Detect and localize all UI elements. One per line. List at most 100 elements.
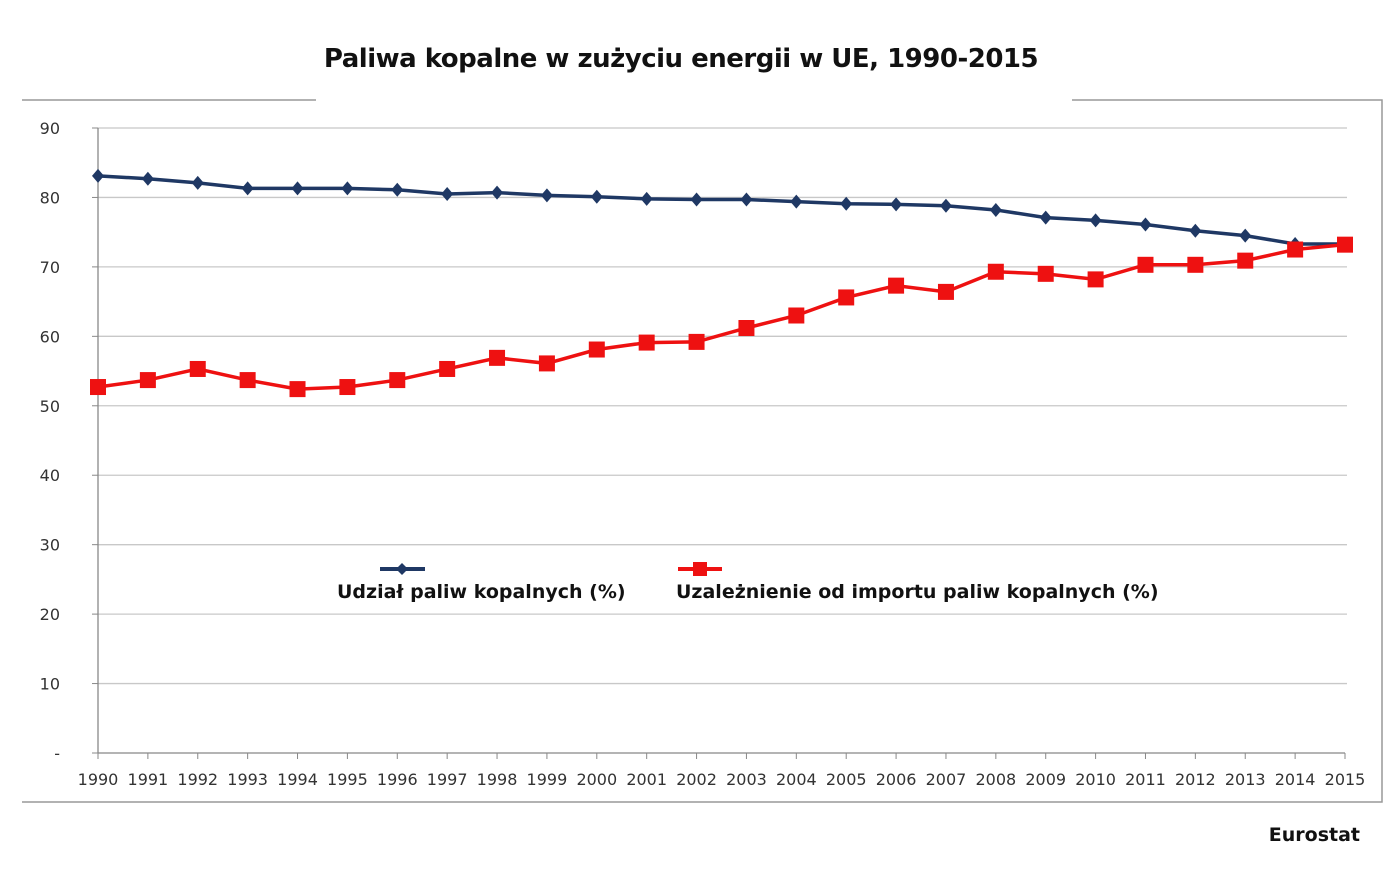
series-line	[97, 174, 1345, 246]
x-tick-label: 2011	[1125, 770, 1166, 789]
data-point	[341, 181, 354, 196]
data-point	[987, 263, 1004, 280]
x-tick-label: 1997	[427, 770, 468, 789]
x-tick-label: 1999	[527, 770, 568, 789]
x-tick-label: 1996	[377, 770, 418, 789]
data-point	[538, 355, 555, 372]
data-point	[1287, 241, 1304, 258]
data-point	[1087, 271, 1104, 288]
y-tick-label: 90	[40, 119, 60, 138]
data-point	[989, 202, 1002, 217]
y-tick-label: 50	[40, 397, 60, 416]
x-tick-label: 1998	[477, 770, 518, 789]
y-tick-label: 10	[40, 675, 60, 694]
data-point	[489, 349, 506, 366]
axes: - 10 20 30 40 50 60 70 80 90 1990 1991 1992 1993 1994 1…	[40, 119, 1366, 789]
data-point	[441, 186, 454, 201]
data-point	[788, 307, 805, 324]
data-point	[588, 341, 605, 358]
x-tick-label: 2006	[876, 770, 917, 789]
data-point	[640, 191, 653, 206]
legend-item-0: Udział paliw kopalnych (%)	[337, 563, 626, 603]
legend-item-1: Uzależnienie od importu paliw kopalnych …	[676, 562, 1159, 603]
data-point	[1187, 256, 1204, 273]
data-point	[239, 372, 256, 389]
data-point	[389, 372, 406, 389]
data-point	[139, 372, 156, 389]
data-point	[1189, 223, 1202, 238]
data-point	[890, 197, 903, 212]
x-tick-label: 2008	[975, 770, 1016, 789]
data-point	[1037, 265, 1054, 282]
series-1	[90, 236, 1353, 398]
x-tick-label: 2014	[1275, 770, 1316, 789]
legend-marker-0	[396, 563, 408, 575]
data-point	[1137, 256, 1154, 273]
data-point	[888, 277, 905, 294]
x-tick-label: 2000	[576, 770, 617, 789]
y-tick-label: -	[54, 744, 60, 763]
data-point	[339, 379, 356, 396]
data-point	[491, 185, 504, 200]
x-tick-label: 2002	[676, 770, 717, 789]
legend: Udział paliw kopalnych (%) Uzależnienie …	[337, 562, 1159, 603]
x-tick-label: 2015	[1325, 770, 1366, 789]
legend-label-1: Uzależnienie od importu paliw kopalnych …	[676, 581, 1159, 603]
data-point	[1237, 252, 1254, 269]
data-point	[289, 381, 306, 398]
data-point	[1337, 236, 1353, 253]
data-point	[688, 333, 705, 350]
x-tick-label: 2013	[1225, 770, 1266, 789]
series-group	[90, 168, 1353, 398]
x-tick-label: 2012	[1175, 770, 1216, 789]
legend-marker-1	[693, 562, 707, 576]
y-tick-label: 20	[40, 605, 60, 624]
data-point	[92, 168, 104, 183]
series-0	[92, 168, 1351, 251]
x-tick-label: 1995	[327, 770, 368, 789]
data-point	[1139, 217, 1152, 232]
x-tick-label: 2009	[1025, 770, 1066, 789]
x-tick-label: 2004	[776, 770, 817, 789]
data-point	[840, 196, 853, 211]
x-tick-label: 2010	[1075, 770, 1116, 789]
x-tick-label: 2005	[826, 770, 867, 789]
data-point	[590, 189, 603, 204]
data-point	[141, 171, 154, 186]
legend-label-0: Udział paliw kopalnych (%)	[337, 581, 626, 603]
data-point	[189, 360, 206, 377]
data-point	[191, 175, 204, 190]
x-tick-label: 1994	[277, 770, 318, 789]
data-point	[1039, 210, 1052, 225]
data-point	[1089, 213, 1102, 228]
data-point	[937, 283, 954, 300]
frame-border	[22, 99, 1383, 803]
data-point	[391, 182, 404, 197]
data-point	[1239, 228, 1252, 243]
data-point	[690, 192, 703, 207]
chart-title: Paliwa kopalne w zużyciu energii w UE, 1…	[323, 44, 1039, 74]
data-point	[291, 181, 304, 196]
x-tick-label: 1993	[227, 770, 268, 789]
x-tick-label: 1991	[128, 770, 169, 789]
x-tick-label: 1992	[177, 770, 218, 789]
y-tick-label: 80	[40, 188, 60, 207]
data-point	[90, 379, 106, 396]
y-tick-label: 40	[40, 466, 60, 485]
chart-frame	[22, 99, 1383, 803]
y-tick-label: 70	[40, 258, 60, 277]
data-point	[740, 192, 753, 207]
x-tick-label: 2003	[726, 770, 767, 789]
data-point	[439, 360, 456, 377]
x-tick-label: 2007	[926, 770, 967, 789]
data-point	[241, 181, 254, 196]
data-point	[838, 289, 855, 306]
data-point	[638, 334, 655, 351]
x-tick-label: 2001	[626, 770, 667, 789]
x-tick-label: 1990	[78, 770, 119, 789]
series-line	[97, 242, 1346, 391]
data-point	[540, 188, 553, 203]
source-label: Eurostat	[1268, 824, 1360, 846]
y-tick-label: 60	[40, 327, 60, 346]
